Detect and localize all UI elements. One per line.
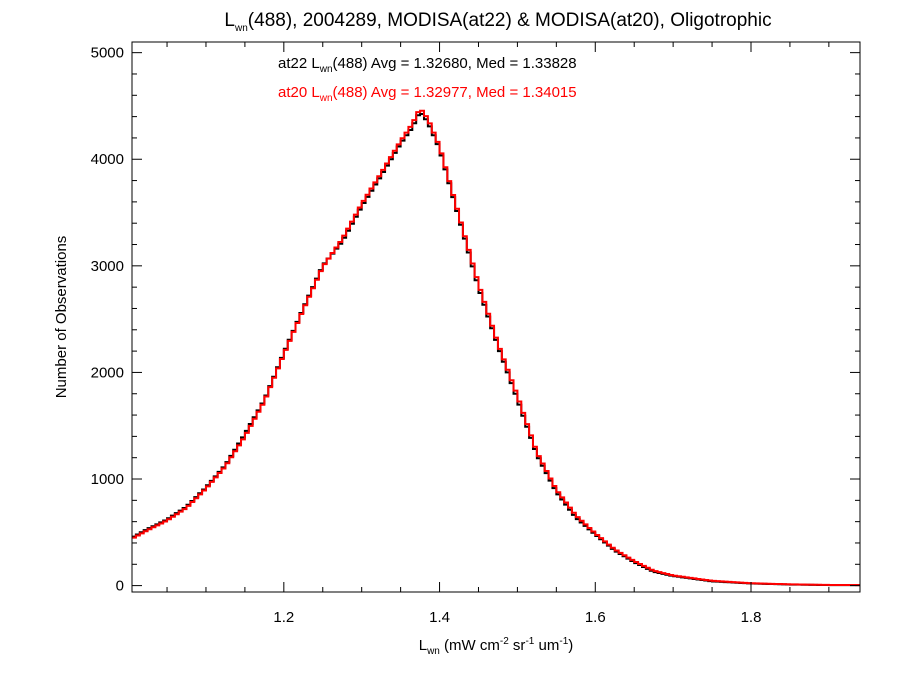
y-tick-label: 3000 bbox=[91, 258, 124, 275]
x-tick-label: 1.2 bbox=[273, 609, 294, 626]
y-tick-label: 4000 bbox=[91, 151, 124, 168]
series-line-at20 bbox=[132, 109, 860, 587]
chart-title: Lwn(488), 2004289, MODISA(at22) & MODISA… bbox=[224, 10, 771, 34]
y-tick-label: 5000 bbox=[91, 45, 124, 62]
y-tick-label: 1000 bbox=[91, 471, 124, 488]
y-tick-label: 2000 bbox=[91, 364, 124, 381]
series-line-at22 bbox=[132, 112, 860, 587]
plot-area: 1.2 1.4 1.6 1.8 0 1000 2000 3000 4000 5000 bbox=[91, 41, 861, 626]
annotation-at22: at22 Lwn(488) Avg = 1.32680, Med = 1.338… bbox=[278, 55, 577, 75]
y-tick-label: 0 bbox=[116, 578, 124, 595]
tick-layer: 1.2 1.4 1.6 1.8 0 1000 2000 3000 4000 5000 bbox=[91, 42, 860, 626]
x-axis-label: Lwn (mW cm-2 sr-1 um-1) bbox=[419, 636, 574, 657]
plot-frame bbox=[131, 41, 861, 593]
annotation-at20: at20 Lwn(488) Avg = 1.32977, Med = 1.340… bbox=[278, 84, 577, 104]
series-layer bbox=[132, 109, 860, 587]
y-axis-label: Number of Observations bbox=[53, 236, 70, 399]
x-tick-label: 1.8 bbox=[741, 609, 762, 626]
x-tick-label: 1.6 bbox=[585, 609, 606, 626]
x-tick-label: 1.4 bbox=[429, 609, 450, 626]
